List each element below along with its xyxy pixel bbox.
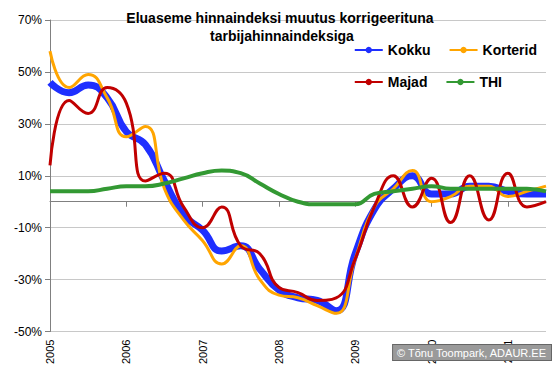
svg-text:30%: 30% [18, 117, 42, 131]
svg-text:2006: 2006 [120, 340, 132, 364]
svg-text:70%: 70% [18, 13, 42, 27]
svg-text:Majad: Majad [388, 74, 428, 90]
svg-text:Korterid: Korterid [483, 42, 537, 58]
svg-text:-30%: -30% [14, 273, 42, 287]
svg-text:2007: 2007 [197, 340, 209, 364]
svg-text:10%: 10% [18, 169, 42, 183]
svg-text:tarbijahinnaindeksiga: tarbijahinnaindeksiga [206, 28, 354, 44]
svg-text:2009: 2009 [349, 340, 361, 364]
svg-text:Kokku: Kokku [388, 42, 431, 58]
svg-text:-10%: -10% [14, 221, 42, 235]
svg-text:50%: 50% [18, 65, 42, 79]
svg-text:2005: 2005 [44, 340, 56, 364]
svg-text:Eluaseme hinnaindeksi muutus k: Eluaseme hinnaindeksi muutus korrigeerit… [126, 10, 434, 26]
svg-text:© Tõnu Toompark, ADAUR.EE: © Tõnu Toompark, ADAUR.EE [397, 347, 546, 359]
svg-text:2008: 2008 [273, 340, 285, 364]
svg-text:-50%: -50% [14, 325, 42, 339]
svg-text:THI: THI [479, 74, 502, 90]
